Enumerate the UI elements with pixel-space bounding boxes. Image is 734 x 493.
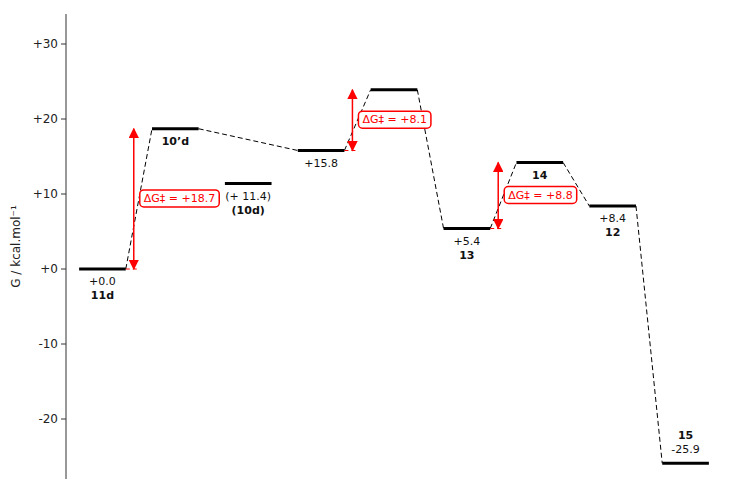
barrier-arrow [497, 163, 499, 229]
axis-title: G / kcal.mol⁻¹ [9, 205, 23, 288]
level-name: 10’d [162, 135, 189, 148]
barrier-box: ΔG‡ = +8.1 [358, 111, 430, 128]
level-name: 12 [605, 226, 620, 239]
energy-level [225, 182, 272, 185]
tick-mark [61, 344, 66, 345]
tick-mark [61, 44, 66, 45]
tick-label: +20 [33, 112, 58, 126]
connection [199, 129, 298, 151]
barrier-box: ΔG‡ = +8.8 [504, 187, 576, 204]
energy-level [371, 88, 418, 91]
barrier-box-frame [140, 190, 219, 207]
tick-label: +10 [33, 187, 58, 201]
tick-label: +30 [33, 37, 58, 51]
reference-line [344, 150, 358, 151]
plot-area [79, 90, 709, 464]
tick-label: -20 [38, 412, 58, 426]
energy-level [79, 268, 126, 271]
reference-line [490, 228, 504, 229]
tick-mark [61, 269, 66, 270]
level-name: (10d) [232, 204, 265, 217]
barrier-box-frame [504, 187, 576, 204]
level-name: 11d [91, 289, 114, 302]
tick-label: -10 [38, 337, 58, 351]
tick-mark [61, 194, 66, 195]
tick-mark [61, 119, 66, 120]
chart: -20 -10 +0 +10 +20 +30 G / kcal.mol⁻¹ ΔG‡ = +18… [0, 0, 734, 493]
y-axis: -20 -10 +0 +10 +20 +30 G / kcal.mol⁻¹ [9, 14, 67, 479]
barrier-arrow [133, 129, 135, 269]
level-name: 14 [532, 169, 548, 182]
data-label: +8.4 [599, 212, 626, 225]
tick-label: +0 [40, 262, 58, 276]
connection [636, 206, 662, 463]
barrier-box: ΔG‡ = +18.7 [140, 190, 219, 207]
data-label: +15.8 [304, 157, 338, 170]
data-label: -25.9 [671, 443, 699, 456]
barrier-label: ΔG‡ = +8.1 [362, 113, 426, 126]
level-name: 15 [678, 429, 693, 442]
barrier-box-frame [358, 111, 430, 128]
barrier-label: ΔG‡ = +8.8 [508, 189, 572, 202]
energy-level [444, 227, 491, 230]
tick-mark [61, 419, 66, 420]
labels: ΔG‡ = +18.7 ΔG‡ = +8.1 ΔG‡ = +8.8 +0.011d 10… [89, 111, 700, 456]
barrier-label: ΔG‡ = +18.7 [144, 192, 215, 205]
data-label: +0.0 [89, 275, 116, 288]
reference-line [126, 269, 140, 270]
energy-level [516, 161, 563, 164]
energy-level [152, 127, 199, 130]
energy-level [589, 205, 636, 208]
data-label: (+ 11.4) [225, 190, 271, 203]
axis-line [66, 14, 67, 479]
energy-level [298, 149, 345, 152]
barrier-arrow [352, 90, 354, 151]
energy-level [662, 462, 709, 465]
data-label: +5.4 [454, 235, 481, 248]
level-name: 13 [459, 249, 474, 262]
